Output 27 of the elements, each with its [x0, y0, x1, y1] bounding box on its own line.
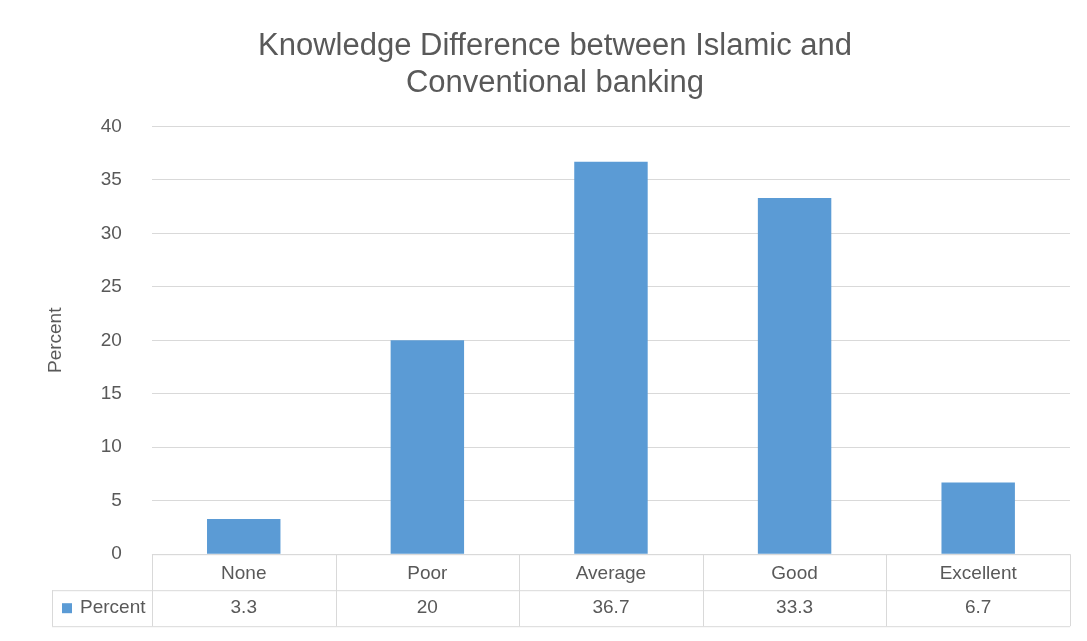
y-tick-label: 20 [100, 328, 122, 350]
bar [390, 340, 465, 554]
data-label: 20 [416, 596, 438, 618]
x-tick-label: Excellent [939, 561, 1018, 583]
y-tick-label: 15 [100, 382, 122, 404]
y-axis-title: Percent [43, 306, 65, 374]
x-tick-label: Poor [407, 561, 449, 583]
chart-title: Knowledge Difference between Islamic and Conventional banking [258, 27, 852, 100]
x-tick-label: None [221, 561, 267, 583]
bar [941, 482, 1015, 554]
y-tick-label: 0 [111, 542, 122, 564]
y-tick-label: 10 [100, 435, 122, 457]
y-tick-label: 5 [111, 488, 122, 510]
legend-label: Percent [80, 596, 147, 618]
bar [574, 161, 648, 554]
y-tick-label: 40 [100, 114, 122, 136]
y-tick-label: 35 [100, 168, 122, 190]
data-label: 3.3 [230, 596, 257, 618]
bar [207, 518, 281, 554]
data-label: 6.7 [964, 596, 992, 618]
bar [757, 198, 832, 554]
x-tick-label: Good [771, 561, 818, 583]
x-tick-label: Average [575, 561, 647, 583]
y-tick-label: 30 [100, 221, 122, 243]
y-tick-label: 25 [100, 275, 122, 297]
data-label: 33.3 [776, 596, 814, 618]
data-label: 36.7 [592, 596, 630, 618]
